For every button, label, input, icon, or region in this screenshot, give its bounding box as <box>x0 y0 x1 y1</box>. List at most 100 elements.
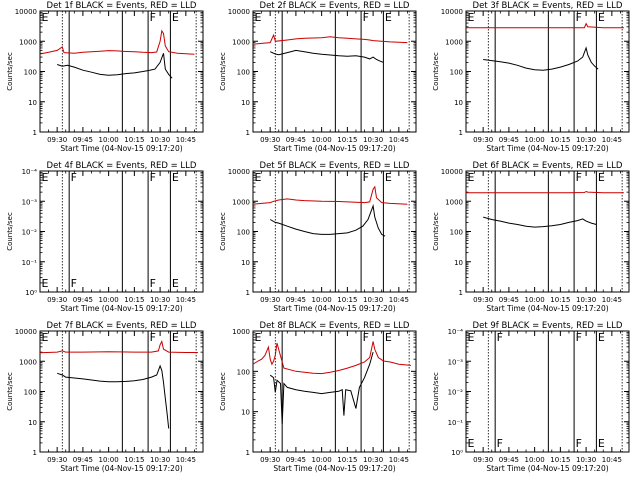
y-tick-label: 10000 <box>441 168 463 176</box>
y-tick-label: 10⁰ <box>25 289 37 297</box>
event-marker-label-top: F <box>576 171 582 184</box>
y-tick-label: 1 <box>459 129 463 137</box>
y-tick-label: 100 <box>237 229 250 237</box>
panel-6: Det 6f BLACK = Events, RED = LLD Counts/s… <box>432 161 630 313</box>
x-axis-label: Start Time (04-Nov-15 09:17:20) <box>273 304 395 313</box>
x-axis-label: Start Time (04-Nov-15 09:17:20) <box>60 144 182 153</box>
x-tick-label: 10:15 <box>550 456 570 464</box>
x-tick-label: 10:00 <box>525 456 545 464</box>
event-marker-label-top: E <box>255 331 262 344</box>
x-tick-label: 09:30 <box>260 296 280 304</box>
plot-frame <box>39 170 204 293</box>
y-tick-label: 100 <box>450 229 463 237</box>
panel-title: Det 4f BLACK = Events, RED = LLD <box>47 161 197 171</box>
y-tick-label: 1000 <box>19 38 37 46</box>
panel-4: Det 4f BLACK = Events, RED = LLD Counts/s… <box>6 161 204 313</box>
event-marker-label-bottom: E <box>468 437 475 450</box>
x-tick-label: 10:00 <box>312 136 332 144</box>
event-marker-label-top: F <box>576 11 582 24</box>
y-axis-label: Counts/sec <box>219 212 227 251</box>
x-tick-label: 10:30 <box>363 136 383 144</box>
events-series-line <box>269 49 384 63</box>
panel-9: Det 9f BLACK = Events, RED = LLD Counts/s… <box>432 321 630 473</box>
y-tick-label: 10⁰ <box>451 449 463 457</box>
lld-series-line <box>39 340 198 354</box>
panel-2: Det 2f BLACK = Events, RED = LLD Counts/s… <box>219 1 417 153</box>
x-tick-label: 10:15 <box>124 136 144 144</box>
x-tick-label: 09:45 <box>73 456 93 464</box>
event-marker-label-top: E <box>385 331 392 344</box>
y-tick-label: 10⁻⁴ <box>448 328 464 336</box>
x-tick-label: 10:45 <box>389 296 409 304</box>
event-marker-label-top: F <box>363 171 369 184</box>
y-tick-label: 1000 <box>445 38 463 46</box>
x-tick-label: 10:45 <box>176 456 196 464</box>
x-tick-label: 10:00 <box>312 296 332 304</box>
x-tick-label: 10:30 <box>576 136 596 144</box>
lld-series-line <box>466 22 624 29</box>
x-tick-label: 09:30 <box>47 136 67 144</box>
event-marker-label-top: E <box>42 11 49 24</box>
event-marker-label-top: E <box>172 171 179 184</box>
y-tick-label: 100 <box>24 69 37 77</box>
x-axis-label: Start Time (04-Nov-15 09:17:20) <box>273 144 395 153</box>
lld-series-line <box>466 190 624 194</box>
events-series-line <box>269 351 374 424</box>
y-tick-label: 10⁻³ <box>22 198 38 206</box>
event-marker-label-top: E <box>468 11 475 24</box>
event-marker-label-top: F <box>150 171 156 184</box>
event-marker-label-top: E <box>255 171 262 184</box>
y-tick-label: 10⁻¹ <box>448 419 464 427</box>
event-marker-label-bottom: E <box>598 437 605 450</box>
y-axis-label: Counts/sec <box>432 52 440 91</box>
event-marker-label-bottom: F <box>497 437 503 450</box>
event-marker-label-top: E <box>598 11 605 24</box>
panel-title: Det 2f BLACK = Events, RED = LLD <box>260 1 410 11</box>
x-tick-label: 10:15 <box>550 136 570 144</box>
x-tick-label: 10:45 <box>602 296 622 304</box>
y-tick-label: 10⁻⁴ <box>22 168 38 176</box>
event-marker-label-top: E <box>598 331 605 344</box>
x-tick-label: 09:30 <box>47 456 67 464</box>
event-marker-label-top: F <box>497 331 503 344</box>
panel-title: Det 1f BLACK = Events, RED = LLD <box>47 1 197 11</box>
y-tick-label: 100 <box>450 69 463 77</box>
y-tick-label: 100 <box>24 389 37 397</box>
x-tick-label: 09:30 <box>473 136 493 144</box>
y-tick-label: 10000 <box>15 8 37 16</box>
y-tick-label: 10 <box>28 419 37 427</box>
y-tick-label: 1000 <box>232 328 250 336</box>
x-axis-label: Start Time (04-Nov-15 09:17:20) <box>486 464 608 473</box>
y-tick-label: 10⁻² <box>22 229 38 237</box>
y-axis-label: Counts/sec <box>6 212 14 251</box>
events-series-line <box>57 364 170 429</box>
plot-frame <box>465 10 630 133</box>
plot-frame <box>39 10 204 133</box>
y-axis-label: Counts/sec <box>6 372 14 411</box>
x-tick-label: 10:15 <box>550 296 570 304</box>
lld-series-line <box>252 341 411 375</box>
x-tick-label: 10:30 <box>576 456 596 464</box>
plot-frame <box>252 170 417 293</box>
x-tick-label: 10:00 <box>525 136 545 144</box>
x-tick-label: 09:45 <box>286 296 306 304</box>
y-tick-label: 10000 <box>228 8 250 16</box>
events-series-line <box>483 46 599 71</box>
x-tick-label: 09:45 <box>499 136 519 144</box>
panel-title: Det 7f BLACK = Events, RED = LLD <box>47 321 197 331</box>
panel-5: Det 5f BLACK = Events, RED = LLD Counts/s… <box>219 161 417 313</box>
x-tick-label: 10:15 <box>124 296 144 304</box>
x-axis-label: Start Time (04-Nov-15 09:17:20) <box>486 304 608 313</box>
event-marker-label-top: E <box>42 331 49 344</box>
event-marker-label-top: F <box>363 11 369 24</box>
plot-frame <box>39 330 204 453</box>
event-marker-label-top: E <box>42 171 49 184</box>
plot-frame <box>252 10 417 133</box>
y-tick-label: 1 <box>33 449 37 457</box>
x-axis-label: Start Time (04-Nov-15 09:17:20) <box>60 464 182 473</box>
x-tick-label: 10:30 <box>363 456 383 464</box>
panel-7: Det 7f BLACK = Events, RED = LLD Counts/s… <box>6 321 204 473</box>
y-tick-label: 1 <box>246 129 250 137</box>
